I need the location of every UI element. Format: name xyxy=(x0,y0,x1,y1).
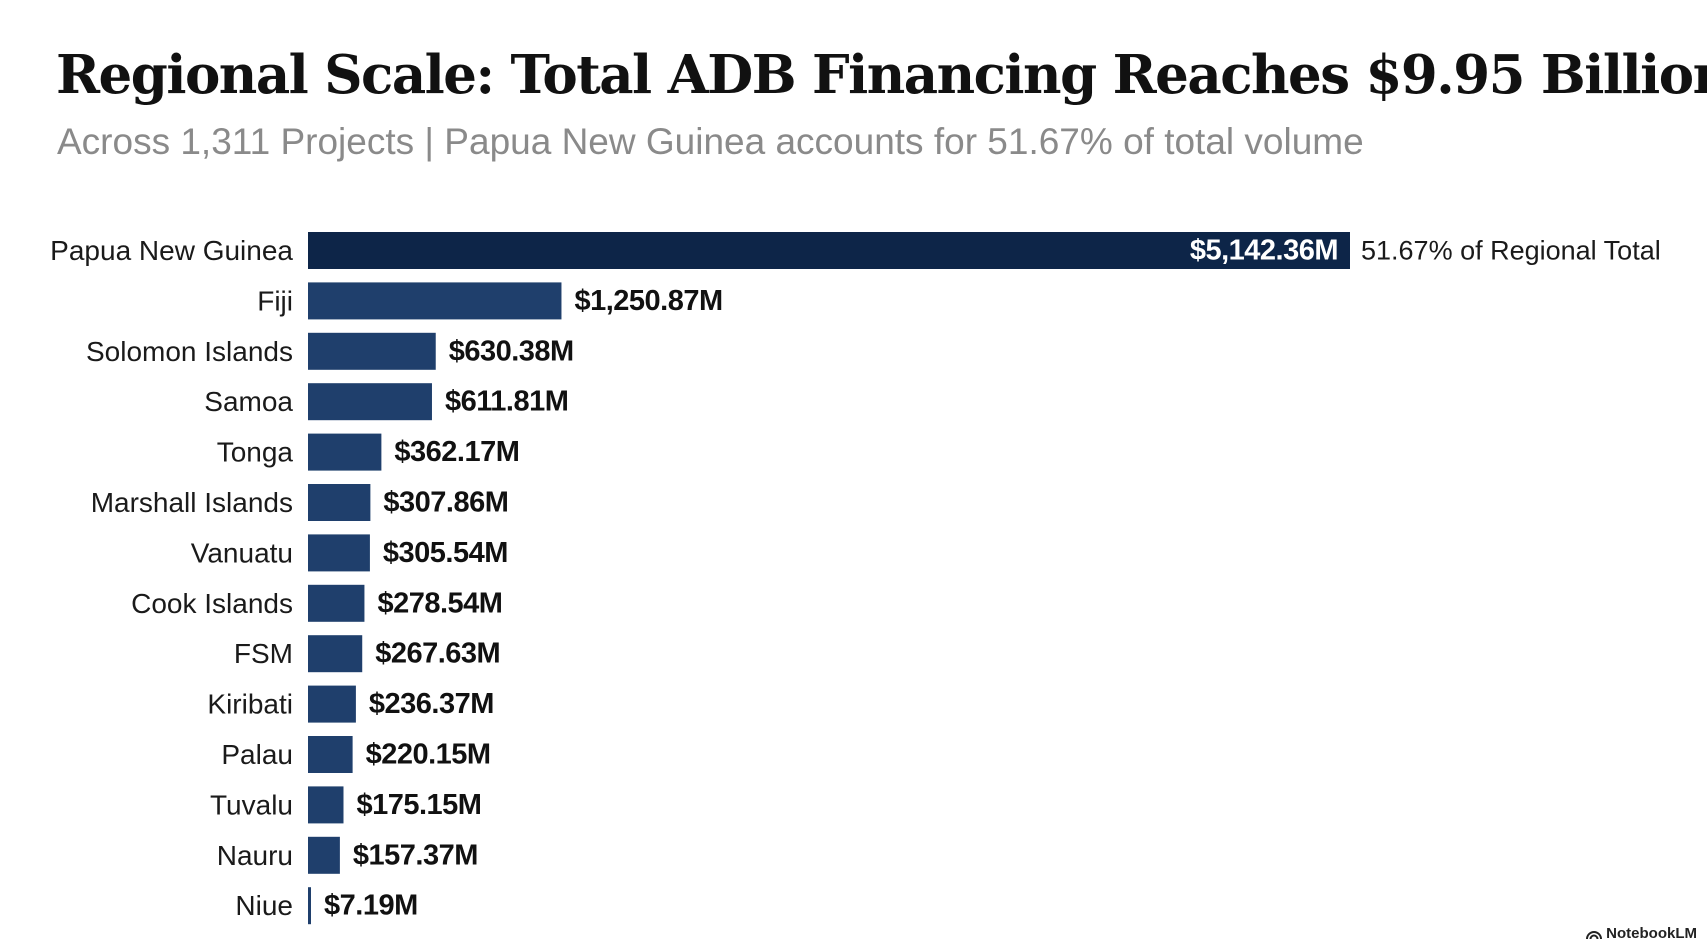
category-label: Papua New Guinea xyxy=(50,235,293,266)
category-label: Palau xyxy=(221,739,293,770)
value-label: $157.37M xyxy=(353,839,478,871)
bar xyxy=(308,383,432,421)
category-label: Vanuatu xyxy=(191,537,293,568)
brand-watermark: NotebookLM xyxy=(1586,925,1697,942)
category-label: Fiji xyxy=(257,285,293,316)
value-label: $278.54M xyxy=(377,587,502,619)
share-annotation: 51.67% of Regional Total xyxy=(1361,236,1661,266)
category-label: Kiribati xyxy=(207,689,293,720)
value-label: $362.17M xyxy=(394,436,519,468)
category-label: Tonga xyxy=(217,437,294,468)
value-label: $305.54M xyxy=(383,537,508,569)
bar xyxy=(308,685,356,723)
bar xyxy=(308,484,371,521)
category-label: Solomon Islands xyxy=(86,336,293,367)
notebooklm-logo-icon xyxy=(1586,930,1603,939)
category-label: Marshall Islands xyxy=(91,487,293,518)
bar xyxy=(308,433,382,471)
brand-label: NotebookLM xyxy=(1606,925,1697,942)
value-label: $307.86M xyxy=(383,487,508,519)
value-label: $611.81M xyxy=(445,386,568,418)
value-label: $630.38M xyxy=(449,335,574,367)
value-label: $5,142.36M xyxy=(1190,235,1338,267)
category-label: Cook Islands xyxy=(131,588,293,619)
value-label: $267.63M xyxy=(375,638,500,670)
chart-title: Regional Scale: Total ADB Financing Reac… xyxy=(56,44,1707,106)
chart-subtitle: Across 1,311 Projects | Papua New Guinea… xyxy=(57,121,1364,162)
bar xyxy=(308,584,365,622)
bar xyxy=(308,736,353,773)
category-label: Nauru xyxy=(217,840,293,871)
value-label: $175.15M xyxy=(356,789,481,821)
category-label: FSM xyxy=(234,638,293,669)
bar xyxy=(308,635,363,673)
bar xyxy=(308,836,340,874)
bar xyxy=(308,282,562,320)
category-label: Niue xyxy=(235,890,293,921)
bar xyxy=(308,232,1350,269)
category-label: Samoa xyxy=(204,386,293,417)
bar xyxy=(308,534,370,572)
category-label: Tuvalu xyxy=(210,789,293,820)
bar xyxy=(308,887,311,925)
value-label: $236.37M xyxy=(369,688,494,720)
value-label: $1,250.87M xyxy=(574,285,722,317)
value-label: $220.15M xyxy=(366,739,491,771)
bar xyxy=(308,332,436,370)
bar xyxy=(308,786,344,824)
value-label: $7.19M xyxy=(324,890,418,922)
